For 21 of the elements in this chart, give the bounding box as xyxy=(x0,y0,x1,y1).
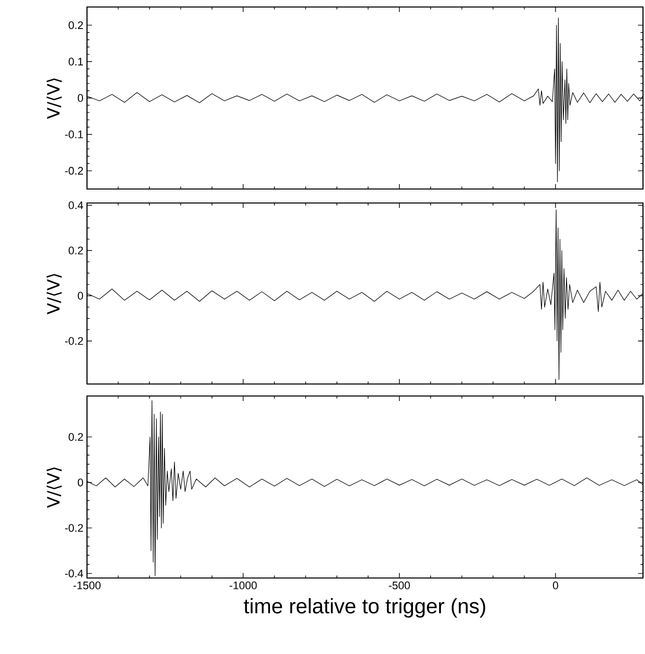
y-tick-label: 0.1 xyxy=(68,58,83,66)
y-tick-label: -0.4 xyxy=(65,570,84,578)
y-tick-label: 0.2 xyxy=(68,433,83,441)
y-axis-title: V/⟨V⟩ xyxy=(46,78,62,119)
y-tick-label: 0.4 xyxy=(68,201,84,210)
y-axis-title: V/⟨V⟩ xyxy=(46,274,62,314)
x-tick-label: -1500 xyxy=(73,582,101,590)
y-tick-label: -0.1 xyxy=(65,130,83,138)
y-axis-title: V/⟨V⟩ xyxy=(46,467,62,508)
y-tick-label: 0 xyxy=(78,292,84,300)
y-tick-label: 0 xyxy=(78,94,84,102)
y-tick-label: -0.2 xyxy=(65,166,83,175)
y-tick-label: 0.2 xyxy=(68,21,83,30)
y-tick-label: 0 xyxy=(78,478,84,486)
x-tick-label: -500 xyxy=(388,582,410,590)
y-tick-label: 0.2 xyxy=(68,246,83,254)
y-tick-label: -0.2 xyxy=(65,337,83,345)
x-tick-label: -1000 xyxy=(230,582,257,590)
x-axis-title: time relative to trigger (ns) xyxy=(244,598,486,618)
x-tick-label: 0 xyxy=(552,582,558,590)
y-tick-label: -0.2 xyxy=(65,524,83,532)
